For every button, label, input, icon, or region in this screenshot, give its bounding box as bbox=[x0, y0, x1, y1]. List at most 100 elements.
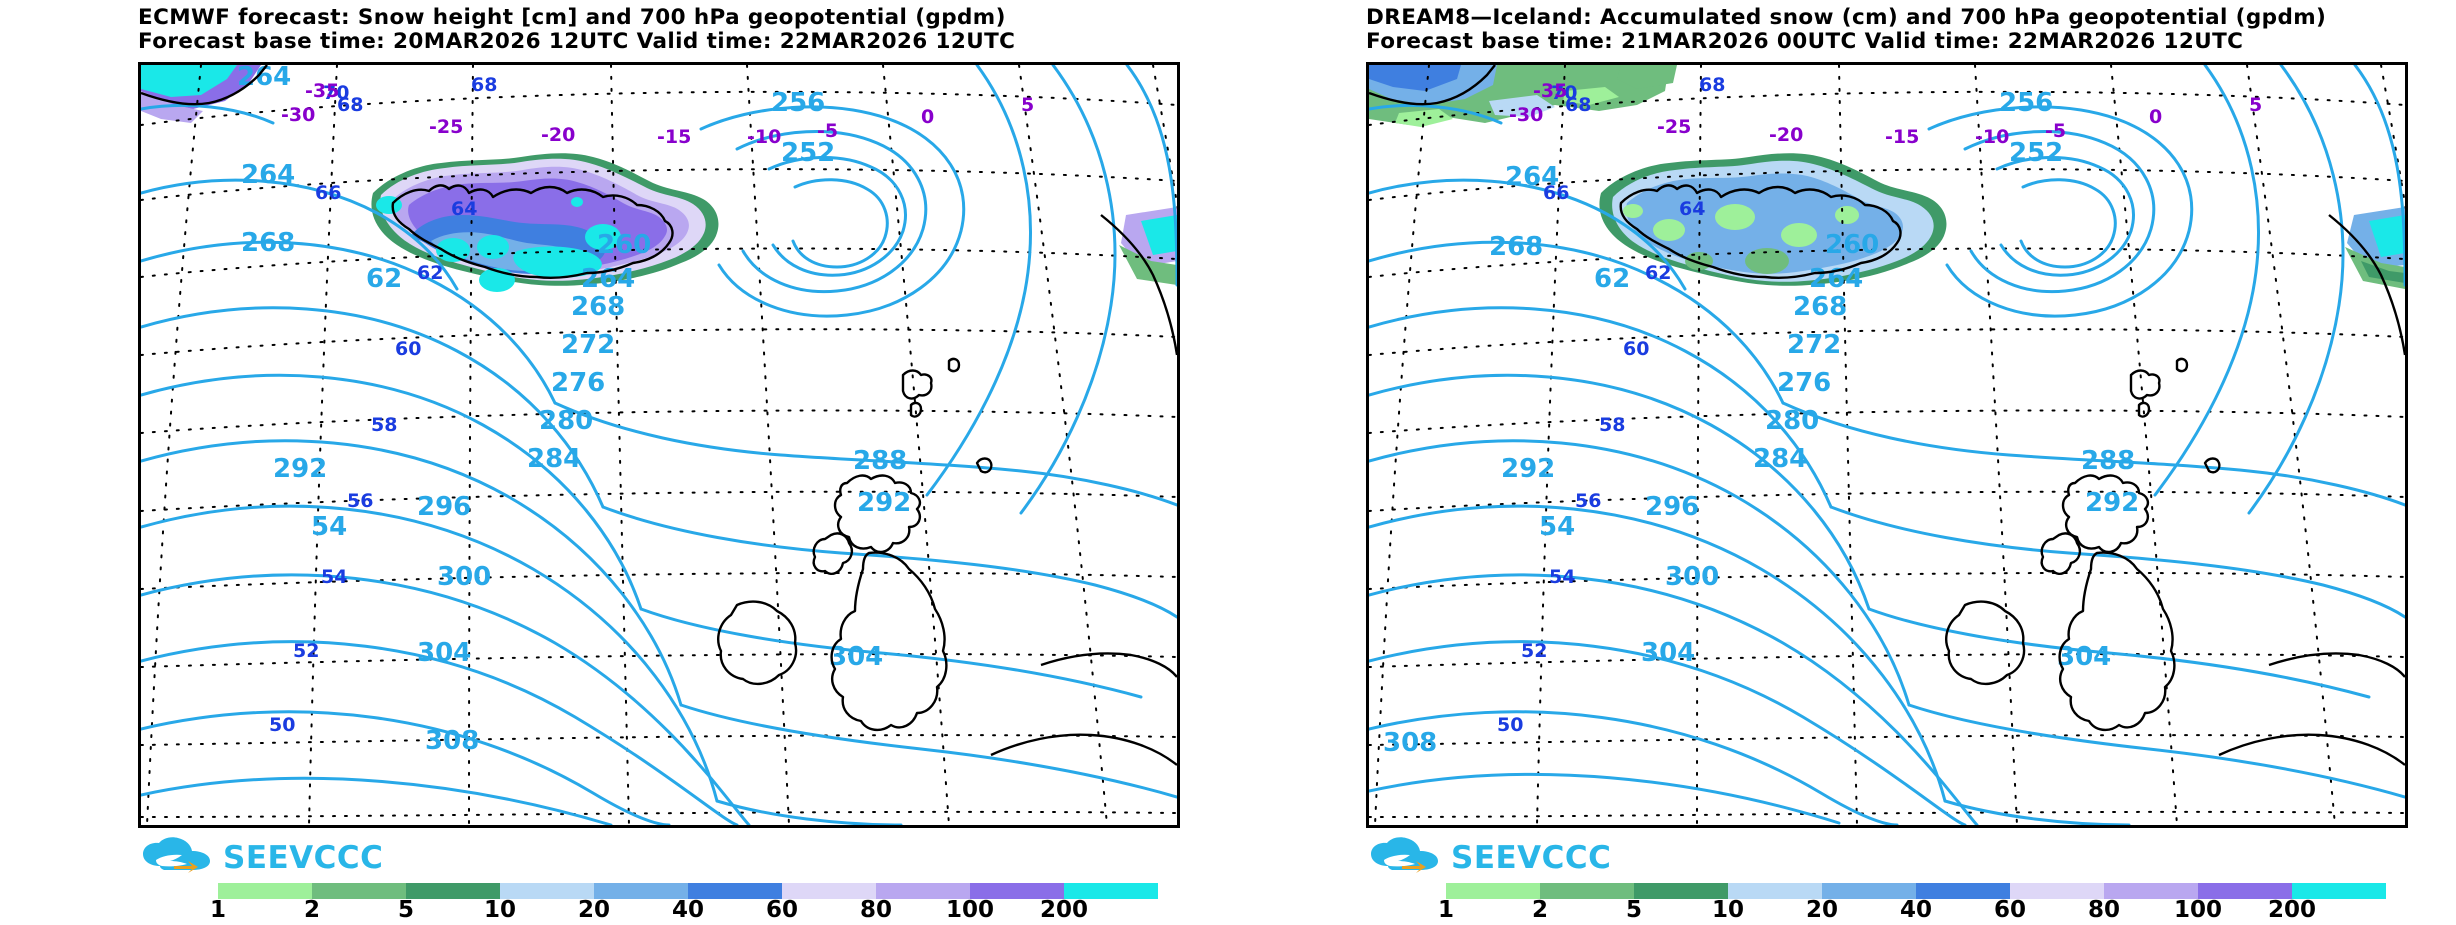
panel-title-block: DREAM8—Iceland: Accumulated snow (cm) an… bbox=[1366, 6, 2446, 54]
colorbar-band bbox=[500, 883, 594, 899]
colorbar-dream8: 1 2 5 10 20 40 60 80 100 200 bbox=[1438, 883, 2386, 923]
colorbar-tick-label: 100 bbox=[945, 897, 995, 923]
snow-shading-greenland bbox=[1369, 65, 1677, 127]
svg-text:304: 304 bbox=[2057, 642, 2111, 672]
svg-text:264: 264 bbox=[241, 160, 295, 190]
colorbar-band bbox=[782, 883, 876, 899]
svg-text:288: 288 bbox=[853, 446, 907, 476]
colorbar-band bbox=[1822, 883, 1916, 899]
svg-text:304: 304 bbox=[417, 638, 471, 668]
colorbar-tick-labels: 1 2 5 10 20 40 60 80 100 200 bbox=[1438, 897, 2386, 923]
svg-text:252: 252 bbox=[781, 138, 835, 168]
svg-text:64: 64 bbox=[1679, 198, 1705, 220]
colorbar-tick-label: 100 bbox=[2173, 897, 2223, 923]
svg-text:284: 284 bbox=[1753, 444, 1807, 474]
colorbar-band bbox=[1446, 883, 1540, 899]
svg-text:68: 68 bbox=[337, 94, 363, 116]
snow-shading-norway bbox=[2345, 207, 2405, 289]
contour-labels: 264 264 268 62 292 54 296 300 304 308 25… bbox=[237, 65, 911, 756]
svg-text:62: 62 bbox=[417, 262, 443, 284]
svg-text:60: 60 bbox=[395, 338, 421, 360]
svg-text:56: 56 bbox=[1575, 490, 1601, 512]
svg-text:54: 54 bbox=[311, 512, 347, 542]
colorbar-tick-label: 200 bbox=[1039, 897, 1089, 923]
svg-text:268: 268 bbox=[241, 228, 295, 258]
svg-text:-35: -35 bbox=[305, 80, 339, 102]
colorbar-tick-label: 2 bbox=[303, 897, 321, 923]
svg-text:300: 300 bbox=[437, 562, 491, 592]
map-graphic: 264 268 62 292 54 296 300 304 308 256 25… bbox=[1369, 65, 2405, 825]
map-canvas-dream8: 264 268 62 292 54 296 300 304 308 256 25… bbox=[1366, 62, 2408, 828]
svg-text:268: 268 bbox=[1489, 232, 1543, 262]
svg-text:252: 252 bbox=[2009, 138, 2063, 168]
svg-text:276: 276 bbox=[1777, 368, 1831, 398]
latitude-labels: 70 68 68 66 64 62 60 58 56 54 52 50 bbox=[1497, 74, 1725, 736]
svg-text:68: 68 bbox=[471, 74, 497, 96]
colorbar-band bbox=[970, 883, 1064, 899]
svg-text:62: 62 bbox=[1645, 262, 1671, 284]
svg-text:300: 300 bbox=[1665, 562, 1719, 592]
forecast-time-line: Forecast base time: 21MAR2026 00UTC Vali… bbox=[1366, 29, 2244, 54]
svg-text:276: 276 bbox=[551, 368, 605, 398]
colorbar-tick-label: 40 bbox=[671, 897, 705, 923]
colorbar-band bbox=[688, 883, 782, 899]
colorbar-tick-label: 80 bbox=[859, 897, 893, 923]
svg-text:50: 50 bbox=[1497, 714, 1523, 736]
contour-labels: 264 268 62 292 54 296 300 304 308 256 25… bbox=[1383, 88, 2139, 758]
map-graphic: 264 264 268 62 292 54 296 300 304 308 25… bbox=[141, 65, 1177, 825]
panel-ecmwf: ECMWF forecast: Snow height [cm] and 700… bbox=[138, 5, 1180, 923]
colorbar-band bbox=[406, 883, 500, 899]
svg-text:70: 70 bbox=[323, 82, 349, 104]
svg-text:-20: -20 bbox=[541, 124, 575, 146]
colorbar-tick-label: 20 bbox=[577, 897, 611, 923]
colorbar-tick-label: 5 bbox=[1625, 897, 1643, 923]
snow-shading-iceland bbox=[371, 153, 719, 292]
svg-text:280: 280 bbox=[1765, 406, 1819, 436]
snow-shading-iceland bbox=[1599, 153, 1947, 286]
snow-max-cells bbox=[376, 196, 621, 292]
svg-text:-30: -30 bbox=[281, 104, 315, 126]
colorbar-band bbox=[1634, 883, 1728, 899]
colorbar-band bbox=[218, 883, 312, 899]
svg-text:66: 66 bbox=[315, 182, 341, 204]
svg-text:54: 54 bbox=[1549, 566, 1575, 588]
svg-text:272: 272 bbox=[1787, 330, 1841, 360]
svg-text:284: 284 bbox=[527, 444, 581, 474]
colorbar-band bbox=[312, 883, 406, 899]
svg-text:264: 264 bbox=[581, 264, 635, 294]
colorbar-gradient bbox=[1446, 883, 2386, 899]
colorbar-tick-label: 80 bbox=[2087, 897, 2121, 923]
geopotential-contours bbox=[141, 65, 1177, 825]
panel-dream8: DREAM8—Iceland: Accumulated snow (cm) an… bbox=[1228, 0, 2456, 925]
svg-text:-10: -10 bbox=[747, 126, 781, 148]
svg-text:68: 68 bbox=[1699, 74, 1725, 96]
svg-text:62: 62 bbox=[1594, 264, 1630, 294]
svg-text:52: 52 bbox=[293, 640, 319, 662]
colorbar-tick-label: 2 bbox=[1531, 897, 1549, 923]
colorbar-band bbox=[876, 883, 970, 899]
coastlines bbox=[141, 65, 1177, 766]
colorbar-band bbox=[594, 883, 688, 899]
colorbar-tick-label: 5 bbox=[397, 897, 415, 923]
svg-text:-25: -25 bbox=[429, 116, 463, 138]
svg-text:0: 0 bbox=[921, 106, 934, 128]
svg-text:288: 288 bbox=[2081, 446, 2135, 476]
colorbar-tick-label: 10 bbox=[483, 897, 517, 923]
svg-text:308: 308 bbox=[1383, 728, 1437, 758]
svg-text:260: 260 bbox=[597, 230, 651, 260]
colorbar-tick-label: 40 bbox=[1899, 897, 1933, 923]
page-title: ECMWF forecast: Snow height [cm] and 700… bbox=[138, 5, 1006, 30]
svg-text:68: 68 bbox=[1565, 94, 1591, 116]
forecast-time-line: Forecast base time: 20MAR2026 12UTC Vali… bbox=[138, 29, 1016, 54]
svg-text:256: 256 bbox=[1999, 88, 2053, 118]
svg-text:-35: -35 bbox=[1533, 80, 1567, 102]
svg-text:66: 66 bbox=[1543, 182, 1569, 204]
geopotential-contours bbox=[1369, 65, 2405, 825]
colorbar-tick-label: 1 bbox=[209, 897, 227, 923]
svg-text:52: 52 bbox=[1521, 640, 1547, 662]
colorbar-tick-label: 20 bbox=[1805, 897, 1839, 923]
svg-text:5: 5 bbox=[2249, 94, 2262, 116]
colorbar-tick-label: 1 bbox=[1437, 897, 1455, 923]
colorbar-tick-labels: 1 2 5 10 20 40 60 80 100 200 bbox=[210, 897, 1158, 923]
svg-text:-30: -30 bbox=[1509, 104, 1543, 126]
